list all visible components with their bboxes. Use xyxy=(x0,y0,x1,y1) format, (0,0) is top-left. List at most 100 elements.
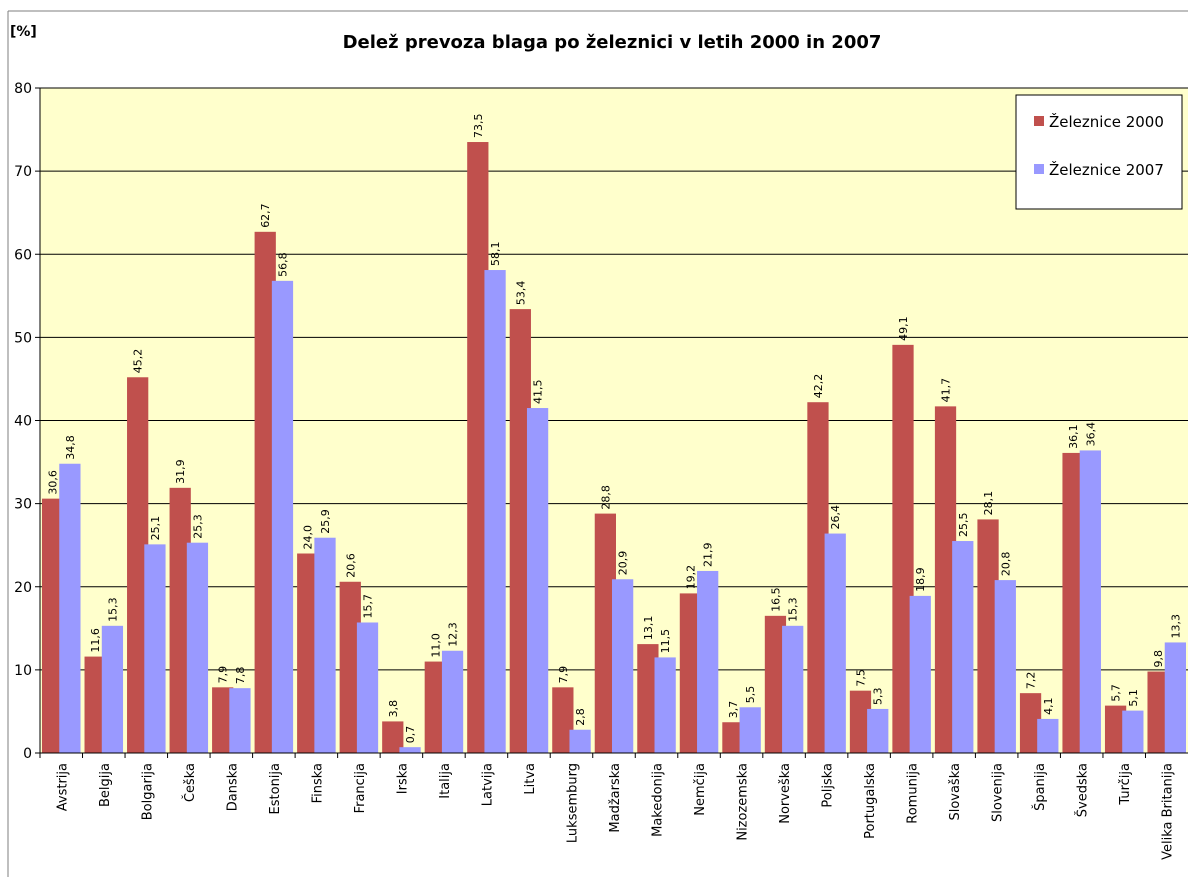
data-label-2007-17: 15,3 xyxy=(787,597,800,622)
data-label-2007-26: 13,3 xyxy=(1169,614,1182,639)
data-label-2007-23: 4,1 xyxy=(1042,697,1055,715)
data-label-2007-13: 20,9 xyxy=(617,551,630,576)
data-label-2007-7: 15,7 xyxy=(362,594,375,619)
y-tick-label-40: 40 xyxy=(14,414,32,430)
data-label-2000-13: 28,8 xyxy=(599,485,612,510)
data-label-2000-12: 7,9 xyxy=(557,666,570,684)
bar-2000-25 xyxy=(1104,705,1127,753)
bar-2007-12 xyxy=(569,729,591,753)
bar-2000-7 xyxy=(339,581,361,753)
data-label-2007-3: 25,3 xyxy=(191,514,204,539)
bar-2007-23 xyxy=(1037,718,1059,753)
x-category-label-10: Latvija xyxy=(480,763,495,806)
bar-2000-17 xyxy=(764,615,787,753)
data-label-2007-4: 7,8 xyxy=(234,667,247,685)
data-label-2000-9: 11,0 xyxy=(429,633,442,658)
bar-2007-25 xyxy=(1122,710,1144,753)
x-category-label-5: Estonija xyxy=(268,763,283,814)
bar-2000-20 xyxy=(892,344,914,753)
bar-2007-3 xyxy=(186,542,209,753)
x-category-label-7: Francija xyxy=(353,763,368,813)
legend-label-2000: Železnice 2000 xyxy=(1049,112,1164,131)
axes xyxy=(35,87,1188,758)
data-label-2000-10: 73,5 xyxy=(472,114,485,139)
data-label-2000-0: 30,6 xyxy=(47,470,60,495)
data-label-2000-14: 13,1 xyxy=(642,616,655,641)
data-label-2007-20: 18,9 xyxy=(914,567,927,592)
data-label-2007-2: 25,1 xyxy=(149,516,162,541)
data-label-2007-12: 2,8 xyxy=(574,708,587,726)
data-label-2000-3: 31,9 xyxy=(174,459,187,484)
data-label-2000-18: 42,2 xyxy=(812,374,825,399)
x-category-label-26: Velika Britanija xyxy=(1161,763,1176,860)
data-label-2007-18: 26,4 xyxy=(829,505,842,530)
data-label-2000-25: 5,7 xyxy=(1110,684,1123,702)
data-label-2007-0: 34,8 xyxy=(64,435,77,460)
data-label-2007-10: 58,1 xyxy=(489,242,502,267)
data-label-2000-7: 20,6 xyxy=(344,553,357,578)
data-label-2000-6: 24,0 xyxy=(302,525,315,550)
x-category-label-13: Madžarska xyxy=(608,763,623,833)
bar-2007-20 xyxy=(909,595,931,753)
bar-2007-21 xyxy=(952,541,974,753)
data-label-2000-22: 28,1 xyxy=(982,491,995,516)
data-label-2000-15: 19,2 xyxy=(684,565,697,590)
data-label-2007-21: 25,5 xyxy=(957,513,970,538)
data-label-2000-19: 7,5 xyxy=(854,669,867,687)
x-category-label-12: Luksemburg xyxy=(565,763,580,843)
bar-2007-2 xyxy=(144,544,166,753)
bars xyxy=(42,142,1186,753)
bar-2000-22 xyxy=(977,519,999,753)
data-label-2007-8: 0,7 xyxy=(404,726,417,744)
bar-2000-9 xyxy=(424,661,446,753)
data-label-2000-5: 62,7 xyxy=(259,203,272,228)
x-category-label-2: Bolgarija xyxy=(140,763,155,820)
bar-2007-24 xyxy=(1079,450,1101,753)
legend-swatch-2000 xyxy=(1034,116,1044,126)
x-category-label-25: Turčija xyxy=(1118,763,1133,806)
data-label-2000-26: 9,8 xyxy=(1152,650,1165,668)
y-tick-label-20: 20 xyxy=(14,580,32,596)
data-label-2007-11: 41,5 xyxy=(532,380,545,405)
bar-2000-11 xyxy=(509,309,531,753)
data-label-2000-17: 16,5 xyxy=(769,587,782,612)
data-label-2000-1: 11,6 xyxy=(89,628,102,653)
bar-2000-21 xyxy=(934,406,957,753)
data-label-2007-25: 5,1 xyxy=(1127,689,1140,707)
bar-2007-4 xyxy=(229,688,251,753)
data-label-2007-22: 20,8 xyxy=(999,552,1012,577)
data-label-2007-16: 5,5 xyxy=(744,686,757,704)
bar-2000-2 xyxy=(127,377,149,753)
y-tick-label-60: 60 xyxy=(14,247,32,263)
data-label-2000-24: 36,1 xyxy=(1067,424,1080,449)
legend: Železnice 2000 Železnice 2007 xyxy=(1015,94,1183,210)
x-category-label-15: Nemčija xyxy=(693,763,708,816)
bar-2007-10 xyxy=(484,270,506,753)
x-category-label-4: Danska xyxy=(225,763,240,811)
bar-2007-22 xyxy=(994,580,1016,753)
x-category-label-22: Slovenija xyxy=(991,763,1006,822)
data-label-2000-23: 7,2 xyxy=(1025,672,1038,690)
legend-box xyxy=(1015,94,1183,210)
data-label-2007-5: 56,8 xyxy=(276,252,289,277)
bar-2007-26 xyxy=(1164,642,1186,753)
legend-label-2007: Železnice 2007 xyxy=(1049,160,1164,179)
bar-2000-18 xyxy=(807,402,829,753)
bar-2000-5 xyxy=(254,231,276,753)
x-category-label-16: Nizozemska xyxy=(736,763,751,841)
data-label-2000-11: 53,4 xyxy=(514,281,527,306)
bar-2007-17 xyxy=(782,625,804,753)
x-category-label-18: Poljska xyxy=(821,763,836,808)
bar-2000-23 xyxy=(1019,693,1042,753)
bar-2007-16 xyxy=(739,707,761,753)
data-label-2000-8: 3,8 xyxy=(387,700,400,718)
data-label-2000-4: 7,9 xyxy=(217,666,230,684)
data-label-2007-19: 5,3 xyxy=(872,687,885,705)
bar-2007-7 xyxy=(356,622,379,753)
y-tick-label-80: 80 xyxy=(14,81,32,97)
bar-2000-4 xyxy=(212,687,234,753)
x-category-label-6: Finska xyxy=(310,763,325,803)
x-category-label-23: Španija xyxy=(1032,763,1048,811)
data-labels: 30,6 34,8 11,6 15,3 45,2 25,1 31,9 25,3 7,9 7,8 62… xyxy=(47,114,1183,744)
